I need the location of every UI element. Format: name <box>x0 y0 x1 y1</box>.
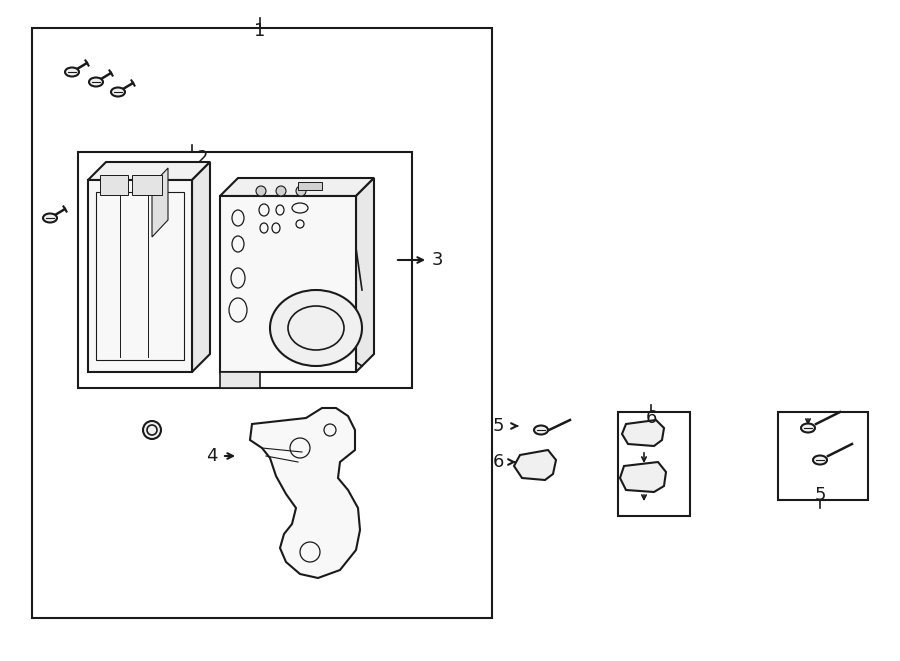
Polygon shape <box>88 180 192 372</box>
Text: 4: 4 <box>206 447 218 465</box>
Polygon shape <box>620 462 666 492</box>
Text: 6: 6 <box>492 453 504 471</box>
Polygon shape <box>220 178 374 196</box>
Circle shape <box>276 186 286 196</box>
Ellipse shape <box>801 424 815 432</box>
Polygon shape <box>152 168 168 237</box>
Ellipse shape <box>65 67 79 77</box>
Ellipse shape <box>534 426 548 434</box>
Ellipse shape <box>111 87 125 97</box>
Text: 1: 1 <box>255 22 266 40</box>
Ellipse shape <box>270 290 362 366</box>
Text: 2: 2 <box>196 149 208 167</box>
Polygon shape <box>622 420 664 446</box>
Polygon shape <box>220 196 356 372</box>
Polygon shape <box>100 175 128 195</box>
Text: 5: 5 <box>492 417 504 435</box>
Ellipse shape <box>43 214 57 223</box>
Polygon shape <box>220 372 260 388</box>
Text: 5: 5 <box>814 486 826 504</box>
Text: 3: 3 <box>432 251 444 269</box>
Polygon shape <box>514 450 556 480</box>
Polygon shape <box>132 175 162 195</box>
Polygon shape <box>250 408 360 578</box>
Circle shape <box>296 186 306 196</box>
Polygon shape <box>192 162 210 372</box>
Polygon shape <box>88 162 210 180</box>
Circle shape <box>256 186 266 196</box>
Polygon shape <box>356 178 374 372</box>
Circle shape <box>143 421 161 439</box>
Polygon shape <box>298 182 322 190</box>
Ellipse shape <box>813 455 827 465</box>
Text: 6: 6 <box>645 409 657 427</box>
Ellipse shape <box>89 77 103 87</box>
